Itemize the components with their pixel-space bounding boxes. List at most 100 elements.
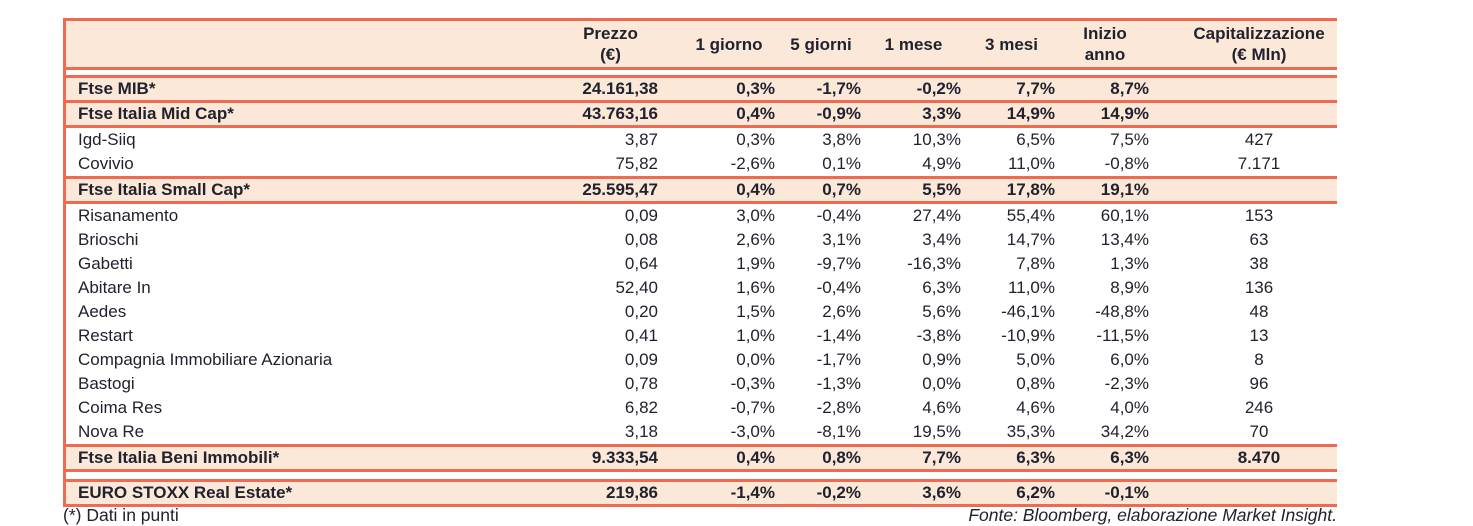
cell-3-mesi: 0,8% xyxy=(1016,374,1055,393)
cell-5-giorni: -9,7% xyxy=(816,254,861,273)
cell-1-mese: -3,8% xyxy=(916,326,961,345)
cell-3-mesi: -46,1% xyxy=(1001,302,1055,321)
table-row: Ftse Italia Beni Immobili* 9.333,54 0,4% 0,… xyxy=(66,444,1337,472)
header-capitalizzazione: Capitalizzazione (€ Mln) xyxy=(1193,24,1325,64)
cell-3-mesi: 7,8% xyxy=(1016,254,1055,273)
cell-1-giorno: 0,4% xyxy=(736,448,775,467)
cell-capitalizzazione: 427 xyxy=(1244,130,1274,149)
cell-1-mese: 0,0% xyxy=(922,374,961,393)
cell-5-giorni: -0,9% xyxy=(816,104,861,123)
cell-capitalizzazione: 153 xyxy=(1244,206,1274,225)
cell-1-giorno: 0,4% xyxy=(736,104,775,123)
cell-1-giorno: 1,6% xyxy=(736,278,775,297)
cell-inizio-anno: -0,8% xyxy=(1104,154,1149,173)
cell-3-mesi: 5,0% xyxy=(1016,350,1055,369)
table-row: Bastogi 0,78 -0,3% -1,3% 0,0% 0,8% -2,3% 96 xyxy=(66,372,1337,396)
cell-1-giorno: 1,0% xyxy=(736,326,775,345)
cell-3-mesi: 6,3% xyxy=(1016,448,1055,467)
cell-1-giorno: 3,0% xyxy=(736,206,775,225)
cell-5-giorni: -0,4% xyxy=(816,206,861,225)
cell-capitalizzazione: 8.470 xyxy=(1237,448,1281,467)
cell-inizio-anno: 1,3% xyxy=(1110,254,1149,273)
cell-1-giorno: 0,3% xyxy=(736,79,775,98)
row-label: Gabetti xyxy=(78,254,133,273)
cell-capitalizzazione: 70 xyxy=(1249,422,1269,441)
cell-capitalizzazione: 13 xyxy=(1249,326,1269,345)
cell-3-mesi: 11,0% xyxy=(1008,278,1055,297)
cell-3-mesi: 35,3% xyxy=(1006,422,1055,441)
cell-prezzo: 0,41 xyxy=(624,326,658,345)
cell-1-mese: 19,5% xyxy=(912,422,961,441)
cell-capitalizzazione: 63 xyxy=(1249,230,1269,249)
cell-1-mese: 0,9% xyxy=(922,350,961,369)
cell-inizio-anno: 60,1% xyxy=(1100,206,1149,225)
cell-1-mese: 3,4% xyxy=(922,230,961,249)
cell-1-mese: 7,7% xyxy=(922,448,961,467)
cell-3-mesi: 14,7% xyxy=(1006,230,1055,249)
row-label: Igd-Siiq xyxy=(78,130,136,149)
section-spacer xyxy=(66,472,1337,479)
row-label: Aedes xyxy=(78,302,127,321)
cell-1-giorno: 0,0% xyxy=(736,350,775,369)
cell-3-mesi: 11,0% xyxy=(1008,154,1055,173)
table-row: Nova Re 3,18 -3,0% -8,1% 19,5% 35,3% 34,2% 70 xyxy=(66,420,1337,444)
table-body: Ftse MIB* 24.161,38 0,3% -1,7% -0,2% 7,7% 8,7%… xyxy=(66,75,1337,507)
table-row: Coima Res 6,82 -0,7% -2,8% 4,6% 4,6% 4,0% 246 xyxy=(66,396,1337,420)
cell-inizio-anno: 34,2% xyxy=(1100,422,1149,441)
table-row: Restart 0,41 1,0% -1,4% -3,8% -10,9% -11,5% 13 xyxy=(66,324,1337,348)
cell-capitalizzazione: 246 xyxy=(1244,398,1274,417)
table-row: Igd-Siiq 3,87 0,3% 3,8% 10,3% 6,5% 7,5% 427 xyxy=(66,128,1337,152)
cell-prezzo: 24.161,38 xyxy=(582,79,658,98)
cell-1-mese: 6,3% xyxy=(922,278,961,297)
header-5-giorni: 5 giorni xyxy=(790,34,852,54)
table-row: Compagnia Immobiliare Azionaria 0,09 0,0% -… xyxy=(66,348,1337,372)
cell-1-mese: -16,3% xyxy=(907,254,961,273)
cell-inizio-anno: 4,0% xyxy=(1110,398,1149,417)
cell-capitalizzazione: 96 xyxy=(1249,374,1269,393)
cell-inizio-anno: 14,9% xyxy=(1100,104,1149,123)
cell-3-mesi: 4,6% xyxy=(1016,398,1055,417)
cell-prezzo: 3,18 xyxy=(624,422,658,441)
header-1-giorno: 1 giorno xyxy=(695,34,763,54)
row-label: Compagnia Immobiliare Azionaria xyxy=(78,350,333,369)
cell-1-giorno: 2,6% xyxy=(736,230,775,249)
header-name xyxy=(66,21,563,67)
market-table: Prezzo (€) 1 giorno 5 giorni 1 mese 3 me… xyxy=(63,18,1337,507)
cell-3-mesi: 6,5% xyxy=(1016,130,1055,149)
cell-inizio-anno: 19,1% xyxy=(1100,180,1149,199)
table-row: EURO STOXX Real Estate* 219,86 -1,4% -0,2% 3… xyxy=(66,479,1337,507)
cell-1-giorno: 1,5% xyxy=(736,302,775,321)
cell-prezzo: 43.763,16 xyxy=(582,104,658,123)
cell-5-giorni: -2,8% xyxy=(816,398,861,417)
table-row: Ftse MIB* 24.161,38 0,3% -1,7% -0,2% 7,7% 8,7% xyxy=(66,75,1337,103)
cell-5-giorni: -0,4% xyxy=(816,278,861,297)
cell-prezzo: 25.595,47 xyxy=(582,180,658,199)
cell-prezzo: 0,78 xyxy=(624,374,658,393)
cell-3-mesi: 55,4% xyxy=(1006,206,1055,225)
cell-inizio-anno: 7,5% xyxy=(1110,130,1149,149)
table-row: Ftse Italia Mid Cap* 43.763,16 0,4% -0,9% 3,… xyxy=(66,103,1337,128)
cell-1-mese: 3,3% xyxy=(922,104,961,123)
cell-5-giorni: 3,8% xyxy=(822,130,861,149)
cell-5-giorni: -1,7% xyxy=(816,350,861,369)
table-row: Aedes 0,20 1,5% 2,6% 5,6% -46,1% -48,8% 48 xyxy=(66,300,1337,324)
cell-5-giorni: 0,1% xyxy=(822,154,861,173)
cell-3-mesi: -10,9% xyxy=(1001,326,1055,345)
row-label: Ftse Italia Mid Cap* xyxy=(78,104,234,123)
row-label: Bastogi xyxy=(78,374,135,393)
cell-prezzo: 0,09 xyxy=(624,350,658,369)
cell-1-mese: 27,4% xyxy=(912,206,961,225)
cell-prezzo: 0,64 xyxy=(624,254,658,273)
cell-prezzo: 0,08 xyxy=(624,230,658,249)
cell-1-giorno: 1,9% xyxy=(736,254,775,273)
cell-1-mese: 4,9% xyxy=(922,154,961,173)
table-row: Covivio 75,82 -2,6% 0,1% 4,9% 11,0% -0,8% 7.171 xyxy=(66,152,1337,176)
cell-1-giorno: -1,4% xyxy=(730,483,775,502)
cell-inizio-anno: 6,0% xyxy=(1110,350,1149,369)
footnote-dati-in-punti: (*) Dati in punti xyxy=(63,505,179,525)
header-1-mese: 1 mese xyxy=(884,34,943,54)
cell-3-mesi: 17,8% xyxy=(1006,180,1055,199)
cell-3-mesi: 14,9% xyxy=(1006,104,1055,123)
cell-capitalizzazione: 48 xyxy=(1249,302,1269,321)
